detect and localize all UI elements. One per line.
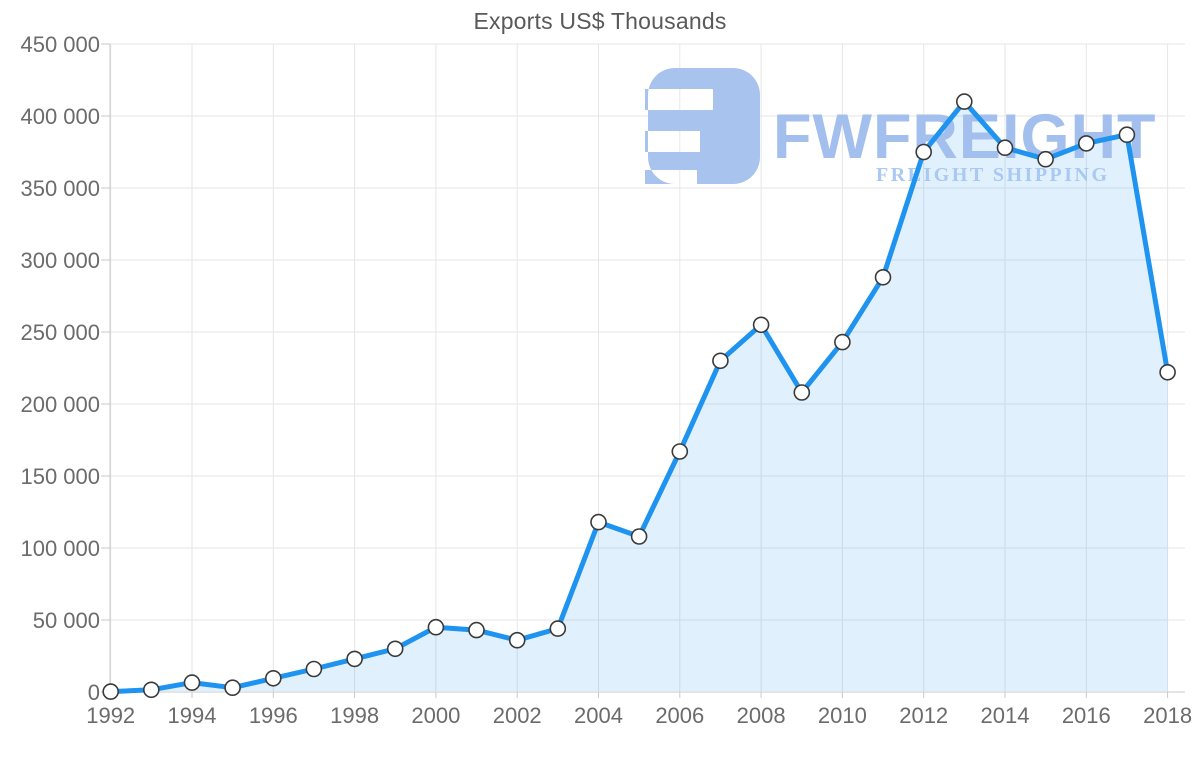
data-point bbox=[224, 679, 241, 697]
y-tick-label: 100 000 bbox=[20, 536, 100, 561]
y-tick-label: 0 bbox=[88, 680, 100, 705]
data-point bbox=[468, 621, 485, 639]
x-tick-label: 2010 bbox=[818, 703, 867, 728]
y-tick-label: 400 000 bbox=[20, 104, 100, 129]
x-tick-label: 2002 bbox=[493, 703, 542, 728]
data-point bbox=[834, 333, 851, 351]
data-point bbox=[1078, 135, 1095, 152]
data-point bbox=[427, 618, 445, 636]
gridlines bbox=[110, 43, 1185, 692]
data-point bbox=[102, 683, 119, 700]
x-tick-label: 1994 bbox=[168, 703, 217, 728]
data-point bbox=[1037, 150, 1054, 168]
data-point bbox=[508, 631, 526, 649]
x-axis-labels: 1992 1994 1996 1998 2000 2002 2004 2006 2008 2010… bbox=[86, 703, 1192, 728]
data-point bbox=[955, 93, 973, 110]
y-tick-label: 450 000 bbox=[20, 32, 100, 57]
area-fill bbox=[110, 101, 1168, 692]
series-area bbox=[110, 101, 1168, 692]
x-tick-label: 1998 bbox=[330, 703, 379, 728]
data-point bbox=[874, 268, 892, 286]
data-point bbox=[549, 620, 567, 637]
data-point bbox=[143, 681, 160, 699]
data-point bbox=[1118, 126, 1136, 143]
x-tick-label: 1996 bbox=[249, 703, 298, 728]
data-point bbox=[996, 139, 1014, 156]
data-point bbox=[386, 640, 404, 658]
data-point-markers bbox=[102, 93, 1176, 700]
y-tick-label: 150 000 bbox=[20, 464, 100, 489]
y-tick-label: 350 000 bbox=[20, 176, 100, 201]
x-tick-label: 2012 bbox=[899, 703, 948, 728]
fwfreight-logo-mark-icon bbox=[645, 68, 760, 184]
y-tick-label: 50 000 bbox=[33, 608, 100, 633]
watermark-tagline: FREIGHT SHIPPING bbox=[876, 164, 1110, 186]
data-point bbox=[264, 669, 282, 687]
data-point bbox=[1159, 363, 1176, 381]
y-tick-label: 250 000 bbox=[20, 320, 100, 345]
data-point bbox=[915, 143, 933, 161]
x-tick-label: 2000 bbox=[411, 703, 460, 728]
data-point bbox=[671, 443, 689, 460]
x-tick-label: 1992 bbox=[86, 703, 135, 728]
data-point bbox=[793, 384, 811, 401]
y-tick-label: 300 000 bbox=[20, 248, 100, 273]
data-point bbox=[590, 513, 607, 531]
chart-title: Exports US$ Thousands bbox=[473, 8, 727, 34]
data-point bbox=[346, 650, 363, 668]
fwfreight-watermark: FWFREIGHT FREIGHT SHIPPING bbox=[645, 68, 1156, 186]
y-tick-label: 200 000 bbox=[20, 392, 100, 417]
x-tick-label: 2016 bbox=[1062, 703, 1111, 728]
data-point bbox=[305, 660, 323, 678]
data-point bbox=[183, 674, 201, 691]
x-tick-label: 2014 bbox=[981, 703, 1030, 728]
x-tick-label: 2018 bbox=[1143, 703, 1192, 728]
x-tick-label: 2004 bbox=[574, 703, 623, 728]
data-point bbox=[630, 528, 648, 545]
data-point bbox=[752, 316, 770, 334]
y-axis-labels: 0 50 000 100 000 150 000 200 000 250 000 300 0… bbox=[20, 32, 100, 705]
x-tick-label: 2006 bbox=[655, 703, 704, 728]
data-point bbox=[712, 352, 729, 370]
watermark-wordmark: FWFREIGHT bbox=[773, 102, 1156, 172]
x-tick-label: 2008 bbox=[737, 703, 786, 728]
